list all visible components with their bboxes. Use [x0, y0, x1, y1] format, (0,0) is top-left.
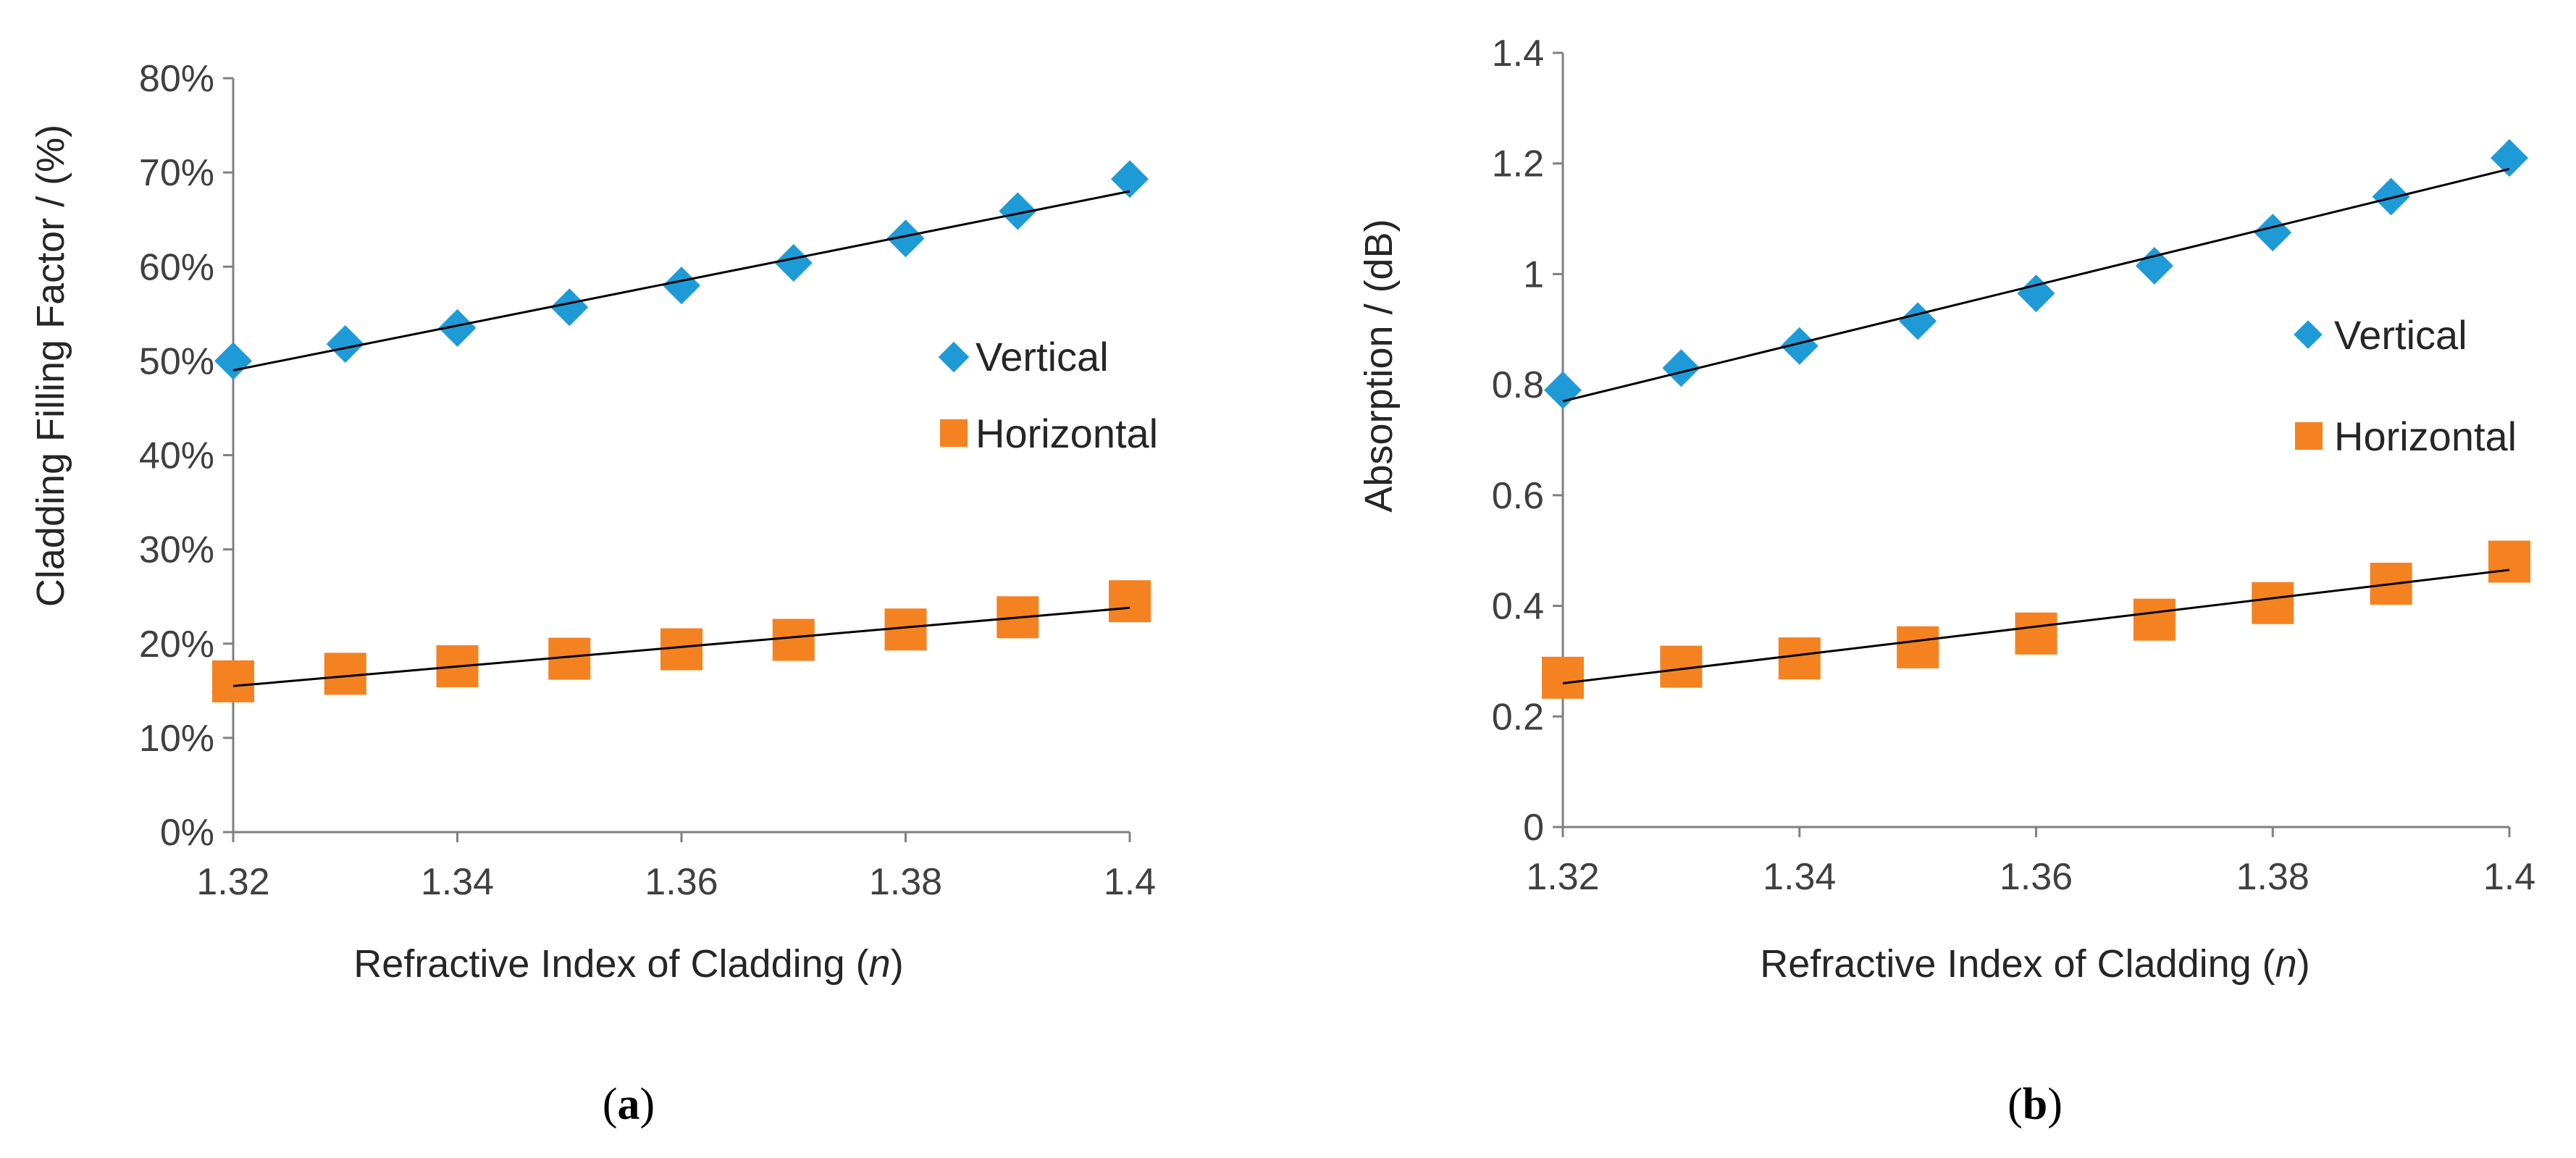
- y-tick-label: 1: [1523, 253, 1544, 295]
- y-tick-label: 50%: [139, 340, 214, 382]
- legend-marker-vertical-b: [2294, 320, 2323, 349]
- y-tick-label: 80%: [139, 58, 214, 100]
- y-tick-label: 0: [1523, 807, 1544, 849]
- legend-marker-horizontal-a: [940, 419, 968, 447]
- y-tick-label: 0.6: [1492, 475, 1544, 517]
- data-point-vertical: [999, 192, 1037, 230]
- trendline-horizontal: [1562, 568, 2510, 684]
- data-point-vertical: [2372, 177, 2410, 216]
- plot-area-b: 0 0.2 0.4 0.6 0.8 1 1.2 1.4 1.32 1.34 1.36 1.38 1.4: [1492, 33, 2535, 898]
- x-tick-label: 1.4: [1104, 861, 1156, 903]
- data-point-vertical: [2135, 246, 2173, 285]
- y-tick-label: 0%: [160, 812, 214, 854]
- y-tick-label: 1.4: [1492, 33, 1544, 75]
- data-point-horizontal: [772, 618, 815, 661]
- data-point-horizontal: [2488, 540, 2530, 583]
- data-point-horizontal: [2252, 582, 2294, 624]
- legend-label-horizontal-a: Horizontal: [976, 411, 1158, 456]
- data-point-vertical: [438, 309, 477, 347]
- trendline-vertical: [232, 190, 1130, 372]
- data-point-vertical: [2017, 274, 2055, 313]
- data-point-vertical: [214, 342, 252, 380]
- trendline-horizontal: [232, 606, 1130, 687]
- x-tick-label: 1.36: [645, 861, 718, 903]
- legend-marker-horizontal-b: [2295, 422, 2323, 450]
- legend-a: Vertical Horizontal: [938, 334, 1158, 456]
- x-tick-label: 1.34: [421, 861, 494, 903]
- x-axis-title-b: Refractive Index of Cladding (n): [1760, 942, 2309, 986]
- y-tick-label: 70%: [139, 152, 214, 194]
- legend-label-vertical-b: Vertical: [2334, 312, 2467, 358]
- data-point-horizontal: [212, 660, 254, 702]
- data-point-horizontal: [1542, 656, 1584, 699]
- y-tick-label: 10%: [139, 718, 214, 760]
- data-point-horizontal: [1109, 580, 1151, 623]
- x-axis-title-a: Refractive Index of Cladding (n): [353, 942, 903, 986]
- trendline-vertical: [1562, 167, 2510, 403]
- x-tick-label: 1.32: [196, 861, 269, 903]
- x-tick-label: 1.34: [1763, 856, 1836, 898]
- y-tick-label: 0.2: [1492, 696, 1544, 738]
- data-point-horizontal: [1778, 637, 1821, 680]
- y-tick-label: 40%: [139, 435, 214, 477]
- data-point-horizontal: [324, 653, 366, 695]
- y-axis-title-b: Absorption / (dB): [1357, 219, 1401, 512]
- data-point-vertical: [774, 244, 813, 282]
- y-tick-label: 60%: [139, 246, 214, 288]
- data-point-vertical: [326, 324, 364, 363]
- y-tick-label: 20%: [139, 624, 214, 666]
- legend-label-horizontal-b: Horizontal: [2334, 414, 2517, 459]
- data-point-vertical: [550, 288, 589, 327]
- legend-label-vertical-a: Vertical: [976, 334, 1109, 379]
- caption-a: (a): [603, 1080, 655, 1129]
- x-tick-label: 1.32: [1526, 856, 1599, 898]
- data-point-vertical: [1544, 371, 1582, 409]
- chart-panel-b: 00.20.40.60.811.21.41.32 1.34 1.36 1.38 1.4 …: [1357, 33, 2535, 1129]
- y-tick-label: 30%: [139, 529, 214, 571]
- data-point-vertical: [2254, 214, 2292, 252]
- data-point-vertical: [886, 219, 925, 258]
- legend-b: Vertical Horizontal: [2294, 312, 2517, 459]
- x-tick-label: 1.38: [869, 861, 942, 903]
- x-tick-label: 1.38: [2236, 856, 2309, 898]
- y-tick-label: 0.4: [1492, 586, 1544, 628]
- data-point-horizontal: [1897, 626, 1939, 668]
- data-point-vertical: [1780, 327, 1818, 365]
- chart-panel-a: 0% 10% 20% 30% 40% 50% 60% 70% 80% 1.32 1.34 1.36 1.…: [29, 58, 1158, 1129]
- x-tick-label: 1.4: [2483, 856, 2535, 898]
- data-point-horizontal: [2133, 598, 2176, 641]
- plot-area-a: 0% 10% 20% 30% 40% 50% 60% 70% 80% 1.32 1.34 1.36 1.…: [139, 58, 1156, 903]
- data-point-vertical: [2491, 139, 2528, 177]
- y-tick-label: 0.8: [1492, 364, 1544, 406]
- data-point-vertical: [1111, 160, 1149, 198]
- y-axis-title-a: Cladding Filling Factor / (%): [29, 125, 72, 607]
- legend-marker-vertical-a: [938, 341, 970, 373]
- data-point-vertical: [1899, 302, 1937, 340]
- data-point-vertical: [663, 267, 700, 305]
- data-point-vertical: [1662, 349, 1700, 387]
- data-point-horizontal: [2015, 612, 2057, 655]
- data-point-horizontal: [660, 628, 702, 671]
- y-tick-label: 1.2: [1492, 143, 1544, 185]
- caption-b: (b): [2007, 1080, 2063, 1129]
- x-tick-label: 1.36: [2000, 856, 2073, 898]
